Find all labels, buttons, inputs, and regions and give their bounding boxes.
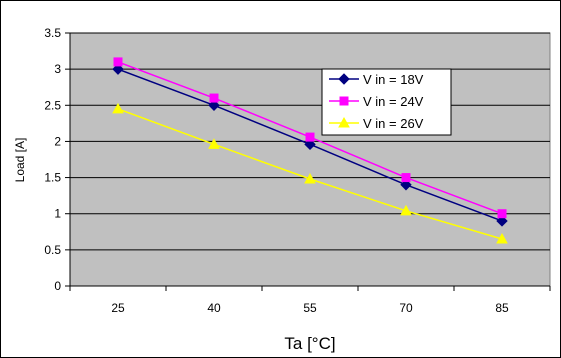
y-tick-label: 2.5 [44,98,61,112]
data-point [112,63,124,75]
data-point [112,102,124,114]
legend-label: V in = 18V [363,72,424,87]
legend-item: V in = 18V [329,72,424,87]
data-point [497,209,507,219]
legend: V in = 18V V in = 24V V in = 26V [321,68,452,136]
y-axis-ticks: 0 0.5 1 1.5 2 2.5 3 3.5 [44,26,70,293]
x-tick-label: 40 [207,301,221,315]
y-axis-label: Load [A] [13,138,27,183]
data-point [113,57,123,67]
data-point [209,93,219,103]
legend-marker [338,116,350,128]
x-tick-label: 70 [399,301,413,315]
y-tick-label: 3 [54,62,61,76]
y-tick-label: 2 [54,134,61,148]
data-point [304,172,316,184]
data-point [496,232,508,244]
data-point [401,173,411,183]
series-3 [112,102,508,244]
legend-marker [339,96,349,106]
x-axis-label: Ta [°C] [284,334,335,353]
data-point [208,138,220,149]
x-tick-label: 25 [111,301,125,315]
series-1 [112,63,508,227]
data-point [400,179,412,191]
series-group [112,57,508,244]
legend-marker [338,73,350,85]
data-point [305,132,315,142]
y-tick-label: 0.5 [44,243,61,257]
y-tick-label: 1.5 [44,171,61,185]
series-2 [113,57,507,219]
y-tick-label: 3.5 [44,26,61,40]
x-tick-label: 55 [303,301,317,315]
legend-label: V in = 26V [363,116,424,131]
y-tick-label: 0 [54,279,61,293]
data-point [304,138,316,151]
x-axis-ticks: 25 40 55 70 85 [69,286,551,315]
plot-area [69,32,551,287]
data-point [400,204,412,216]
y-tick-label: 1 [54,207,61,221]
x-tick-label: 85 [495,301,509,315]
legend-label: V in = 24V [363,94,424,109]
legend-item: V in = 26V [329,116,424,131]
legend-item: V in = 24V [329,94,424,109]
data-point [208,99,220,111]
data-point [496,215,508,227]
